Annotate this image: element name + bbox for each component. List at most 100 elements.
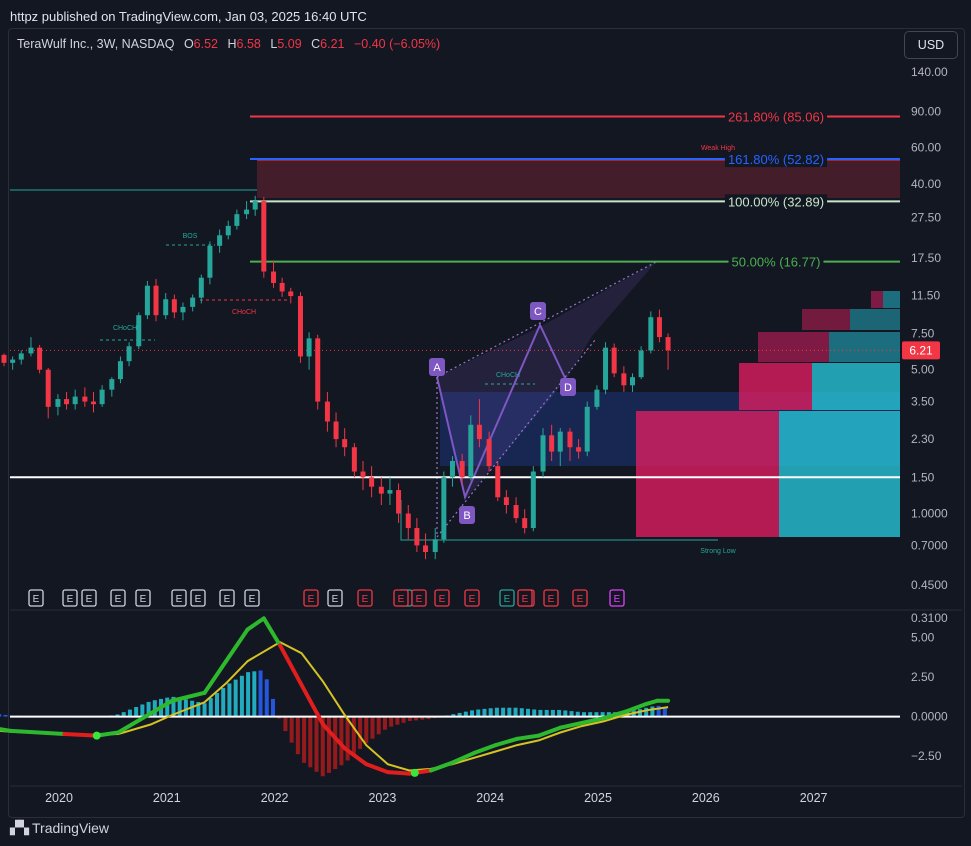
candle-body xyxy=(136,315,142,347)
top-bar: httpz published on TradingView.com, Jan … xyxy=(0,0,971,30)
footer-brand-name: TradingView xyxy=(32,820,110,836)
candle-body xyxy=(648,317,654,351)
currency-button[interactable]: USD xyxy=(904,31,958,59)
harmonic-point-badge xyxy=(459,506,475,524)
macd-histogram-bar xyxy=(662,707,667,717)
macd-histogram-bar xyxy=(202,703,207,717)
choch-label: CHoCH xyxy=(113,325,137,332)
macd-line-segment xyxy=(116,711,153,735)
earnings-marker-label: E xyxy=(416,594,423,605)
candle-body xyxy=(315,338,321,402)
macd-histogram-bar xyxy=(407,716,412,721)
macd-histogram-bar xyxy=(420,716,425,720)
macd-histogram-bar xyxy=(258,670,263,717)
macd-cross-point xyxy=(92,731,101,740)
macd-histogram-bar xyxy=(246,672,251,717)
candle-body xyxy=(621,373,627,386)
chart-frame xyxy=(8,28,965,818)
candle-body xyxy=(279,282,285,292)
earnings-marker-label: E xyxy=(33,594,40,605)
earnings-marker-label: E xyxy=(522,594,529,605)
earnings-marker-label: E xyxy=(332,594,339,605)
strong-low-label: Strong Low xyxy=(700,548,736,555)
macd-histogram-bar xyxy=(345,716,350,761)
volume-profile-sell xyxy=(871,291,883,308)
macd-line-segment xyxy=(493,736,520,748)
legend-symbol[interactable]: TeraWulf Inc., 3W, NASDAQ xyxy=(17,37,175,51)
candle-body xyxy=(144,285,150,316)
earnings-marker-icon xyxy=(171,589,187,607)
footer-brand: ▞▚ TradingView xyxy=(10,820,109,836)
candle-body xyxy=(64,399,70,405)
macd-histogram-bar xyxy=(532,709,537,717)
price-tick-label: 0.4500 xyxy=(911,578,948,592)
macd-histogram-bar xyxy=(376,716,381,735)
candle-body xyxy=(342,439,348,448)
macd-histogram-bar xyxy=(401,716,406,723)
earnings-marker-label: E xyxy=(249,594,256,605)
harmonic-upper-line xyxy=(436,261,657,378)
candle-body xyxy=(503,497,509,506)
price-tick-label: 27.50 xyxy=(911,210,941,224)
macd-histogram-bar xyxy=(507,707,512,717)
macd-line-segment xyxy=(148,698,175,716)
weak-high-label: Weak High xyxy=(701,145,735,152)
macd-histogram-bar xyxy=(127,709,132,717)
macd-line-segment xyxy=(62,732,99,738)
macd-histogram-bar xyxy=(183,699,188,717)
candle-body xyxy=(72,396,78,405)
tradingview-logo-icon: ▞▚ xyxy=(10,820,29,835)
legend-change: −0.40 (−6.05%) xyxy=(354,37,441,51)
macd-histogram-bar xyxy=(121,712,126,717)
candle-body xyxy=(567,431,573,448)
macd-histogram-bar xyxy=(650,706,655,717)
candle-body xyxy=(297,296,303,357)
candle-body xyxy=(459,461,465,478)
macd-line-segment xyxy=(170,690,207,703)
candle-body xyxy=(387,490,393,494)
harmonic-pattern-lines xyxy=(436,322,567,501)
candle-body xyxy=(603,347,609,390)
legend-open-label: O xyxy=(183,37,194,51)
earnings-marker-icon xyxy=(411,589,427,607)
macd-histogram-bar xyxy=(563,710,568,717)
earnings-marker-label: E xyxy=(140,594,147,605)
candle-body xyxy=(557,431,563,452)
fib-level-label: 100.00% (32.89) xyxy=(728,194,824,209)
candle-body xyxy=(369,477,375,487)
macd-histogram-bar xyxy=(426,716,431,720)
earnings-marker-icon xyxy=(434,589,450,607)
candle-body xyxy=(432,539,438,553)
macd-histogram-bar xyxy=(227,683,232,717)
macd-histogram-bar xyxy=(339,716,344,766)
time-tick-label: 2024 xyxy=(476,791,504,805)
fib-level-label-bg xyxy=(724,152,828,168)
candle-body xyxy=(261,201,267,272)
earnings-marker-label: E xyxy=(577,594,584,605)
macd-histogram-bar xyxy=(470,710,475,717)
candle-body xyxy=(18,353,24,360)
macd-histogram-bar xyxy=(3,714,8,717)
macd-tick-label: 5.00 xyxy=(911,630,935,644)
price-tick-label: 0.3100 xyxy=(911,611,948,625)
candle-body xyxy=(449,461,455,478)
fib-level-label-bg xyxy=(728,254,824,270)
candle-body xyxy=(423,545,429,553)
macd-histogram-bar xyxy=(0,714,2,717)
macd-histogram-bar xyxy=(152,700,157,717)
price-tick-label: 2.30 xyxy=(911,432,935,446)
macd-line-segment xyxy=(450,751,477,765)
candle-body xyxy=(656,317,662,338)
legend-low-label: L xyxy=(270,37,278,51)
legend-open: 6.52 xyxy=(193,37,219,51)
macd-histogram-bar xyxy=(364,716,369,744)
macd-histogram-bar xyxy=(457,712,462,717)
macd-histogram-bar xyxy=(351,716,356,755)
time-tick-label: 2022 xyxy=(261,791,289,805)
candle-body xyxy=(333,421,339,440)
macd-tick-label: 0.0000 xyxy=(911,710,948,724)
macd-line-segment xyxy=(428,760,455,773)
candle-body xyxy=(468,424,474,478)
candle-body xyxy=(513,505,519,519)
